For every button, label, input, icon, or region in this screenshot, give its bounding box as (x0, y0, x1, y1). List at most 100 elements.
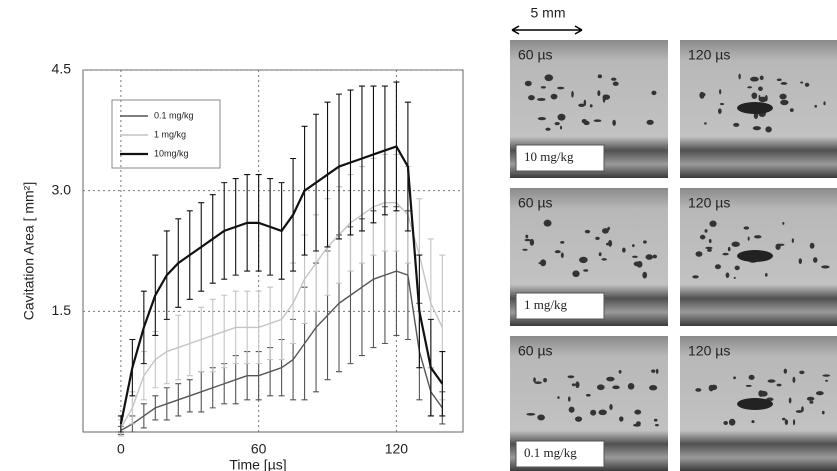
cavity (695, 388, 702, 392)
cavity (653, 418, 658, 422)
y-tick-label: 3.0 (52, 181, 72, 197)
cavity (598, 252, 602, 257)
cavity (812, 257, 818, 263)
cavity (651, 369, 656, 373)
scale-bar-label: 5 mm (531, 5, 566, 21)
cavity (809, 400, 814, 404)
cavity (654, 423, 659, 427)
cavity (779, 93, 787, 100)
cavity (719, 89, 722, 95)
cavity (571, 90, 574, 98)
cavity (734, 265, 740, 271)
cavity (759, 75, 764, 81)
x-tick-label: 0 (117, 441, 125, 457)
cavity (748, 374, 755, 380)
cavity (733, 122, 740, 127)
cavity (598, 409, 607, 416)
cavity (528, 95, 535, 101)
cavity (758, 390, 764, 397)
cavity (747, 236, 750, 241)
cavity (800, 81, 804, 84)
cavity (524, 80, 532, 87)
cavity (722, 252, 729, 256)
x-axis-label: Time [µs] (229, 457, 286, 471)
cavity (525, 234, 529, 239)
cavity (692, 275, 699, 279)
cavity (584, 229, 591, 234)
cavity (557, 113, 566, 121)
cavity (609, 404, 613, 410)
series-line (120, 270, 443, 432)
cavity (695, 251, 703, 257)
cavity (534, 381, 542, 385)
cavity (524, 238, 531, 242)
cavity (537, 414, 545, 421)
cavity (704, 229, 708, 233)
cavity (602, 228, 609, 234)
cavity (560, 252, 564, 258)
cavity (738, 73, 741, 80)
cavity (822, 374, 831, 377)
cavity (595, 236, 600, 240)
cavity (737, 102, 773, 114)
cavity (737, 250, 773, 262)
cavity (578, 103, 585, 107)
cavity (782, 417, 786, 421)
time-label: 120 µs (688, 343, 730, 359)
cavity (758, 86, 763, 92)
cavity (750, 76, 759, 82)
cavity (601, 258, 607, 261)
cavity (764, 272, 768, 277)
cavity (612, 81, 619, 86)
cavity (568, 406, 575, 413)
cavity (791, 238, 794, 243)
concentration-label: 1 mg/kg (524, 297, 567, 312)
cavity (646, 119, 654, 125)
legend-box (111, 99, 221, 169)
cavity (798, 258, 803, 264)
cavity (557, 86, 565, 90)
legend-label: 10mg/kg (154, 148, 189, 158)
cavity (792, 419, 796, 426)
cavity (572, 270, 580, 278)
cavity (636, 261, 643, 268)
cavity (780, 82, 788, 85)
cavity (526, 413, 536, 416)
cavity (789, 108, 794, 113)
cavity (627, 383, 635, 390)
cavity (590, 409, 597, 416)
cavity (543, 219, 552, 227)
cavity (809, 242, 815, 249)
cavity (747, 86, 753, 89)
cavity (825, 379, 829, 382)
cavity (618, 369, 622, 374)
cavity (543, 377, 548, 383)
cavity (651, 90, 657, 96)
cavity (642, 271, 648, 279)
cavity (806, 396, 815, 401)
cavity (632, 244, 635, 248)
cavity (801, 406, 804, 412)
y-axis-label: Cavitation Area [ mm²] (21, 182, 37, 321)
cavity (705, 246, 713, 250)
cavity (719, 102, 725, 106)
cavity (799, 370, 805, 375)
cavity (652, 254, 657, 259)
cavity (784, 419, 789, 426)
cavity (643, 240, 647, 244)
cavity (544, 74, 554, 82)
cavity (823, 101, 826, 106)
y-tick-label: 1.5 (52, 302, 72, 318)
cavity (559, 125, 563, 130)
cavity (649, 385, 658, 391)
concentration-box (515, 292, 605, 320)
cavity (780, 99, 789, 106)
x-tick-label: 60 (251, 441, 267, 457)
cavity (714, 264, 721, 270)
cavity (545, 127, 551, 131)
cavity (804, 82, 810, 87)
cavity (776, 383, 782, 387)
cavity (586, 393, 591, 397)
cavity (589, 104, 593, 108)
cavity (783, 368, 788, 374)
